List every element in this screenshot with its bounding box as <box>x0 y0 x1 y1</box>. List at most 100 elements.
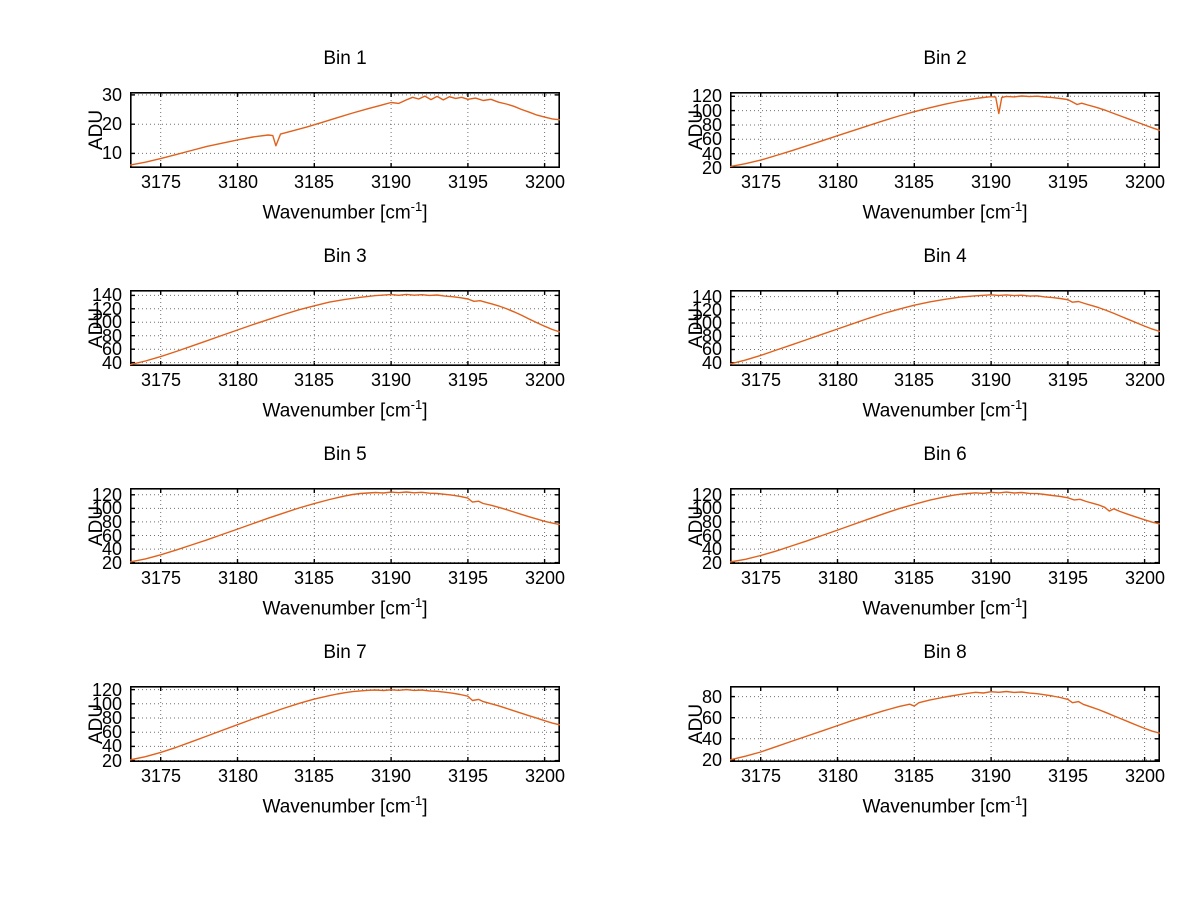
y-tick-label: 60 <box>701 129 722 149</box>
x-tick-label: 3190 <box>370 766 412 786</box>
subplot-title: Bin 4 <box>923 246 967 267</box>
y-tick-label: 20 <box>101 114 122 134</box>
plot-canvas <box>130 488 560 564</box>
y-tick-label: 20 <box>701 553 722 573</box>
x-tick-label: 3185 <box>893 766 935 786</box>
x-tick-label: 3180 <box>817 568 859 588</box>
y-tick-label: 40 <box>701 144 722 164</box>
y-tick-label: 80 <box>101 708 122 728</box>
x-tick-label: 3185 <box>293 370 335 390</box>
x-axis-label-superscript: -1 <box>1010 199 1023 214</box>
y-tick-label: 60 <box>701 339 722 359</box>
y-tick-label: 120 <box>691 485 722 505</box>
x-tick-label: 3175 <box>740 766 782 786</box>
plot-canvas <box>130 92 560 168</box>
x-tick-label: 3175 <box>140 766 182 786</box>
y-tick-label: 100 <box>691 498 722 518</box>
plot-canvas <box>730 92 1160 168</box>
x-axis-label-suffix: ] <box>422 796 428 818</box>
x-tick-label: 3190 <box>970 172 1012 192</box>
y-tick-label: 140 <box>91 285 122 305</box>
subplot-bin-8: Bin 8 ADU 20 40 60 80 3175 3180 3185 3190 3195 3… <box>600 636 1200 834</box>
y-tick-label: 100 <box>691 313 722 333</box>
x-tick-label: 3175 <box>140 172 182 192</box>
x-tick-label: 3195 <box>1047 370 1089 390</box>
x-tick-label: 3200 <box>524 172 566 192</box>
subplot-title: Bin 6 <box>923 444 967 465</box>
x-tick-label: 3200 <box>1124 370 1166 390</box>
y-tick-label: 120 <box>91 299 122 319</box>
x-tick-label: 3175 <box>740 568 782 588</box>
x-axis-label-text: Wavenumber [cm <box>262 400 411 422</box>
plot-canvas <box>130 686 560 762</box>
x-axis-label-suffix: ] <box>1022 202 1028 224</box>
subplot-title: Bin 5 <box>323 444 367 465</box>
y-tick-label: 60 <box>101 722 122 742</box>
y-tick-label: 120 <box>91 485 122 505</box>
subplot-bin-2: Bin 2 ADU 20 40 60 80 100 120 3175 3180 3185 319… <box>600 42 1200 240</box>
x-tick-label: 3195 <box>447 172 489 192</box>
x-axis-label-text: Wavenumber [cm <box>862 796 1011 818</box>
subplot-title: Bin 3 <box>323 246 367 267</box>
subplot-bin-7: Bin 7 ADU 20 40 60 80 100 120 3175 3180 3185 319… <box>0 636 600 834</box>
y-tick-label: 140 <box>691 287 722 307</box>
y-tick-label: 100 <box>691 101 722 121</box>
y-tick-label: 80 <box>101 326 122 346</box>
y-tick-label: 100 <box>91 694 122 714</box>
x-tick-label: 3175 <box>740 172 782 192</box>
x-axis-label-text: Wavenumber [cm <box>262 202 411 224</box>
x-tick-label: 3190 <box>370 568 412 588</box>
y-tick-label: 40 <box>101 353 122 373</box>
plot-canvas <box>730 488 1160 564</box>
subplot-title: Bin 2 <box>923 48 967 69</box>
x-tick-label: 3180 <box>217 568 259 588</box>
x-axis-label: Wavenumber [cm-1] <box>130 397 560 422</box>
x-axis-label-suffix: ] <box>422 598 428 620</box>
subplot-title: Bin 7 <box>323 642 367 663</box>
x-axis-label-text: Wavenumber [cm <box>262 796 411 818</box>
x-axis-label: Wavenumber [cm-1] <box>730 595 1160 620</box>
x-axis-label-superscript: -1 <box>1010 595 1023 610</box>
x-axis-label-text: Wavenumber [cm <box>862 202 1011 224</box>
subplot-bin-5: Bin 5 ADU 20 40 60 80 100 120 3175 3180 3185 319… <box>0 438 600 636</box>
subplot-bin-1: Bin 1 ADU 10 20 30 3175 3180 3185 3190 3195 320… <box>0 42 600 240</box>
y-tick-label: 40 <box>701 353 722 373</box>
x-tick-label: 3180 <box>817 172 859 192</box>
x-tick-label: 3190 <box>970 568 1012 588</box>
x-axis-label: Wavenumber [cm-1] <box>730 199 1160 224</box>
y-tick-label: 60 <box>701 708 722 728</box>
x-tick-label: 3185 <box>293 568 335 588</box>
x-tick-label: 3200 <box>524 568 566 588</box>
x-axis-label-suffix: ] <box>422 202 428 224</box>
y-tick-label: 30 <box>101 85 122 105</box>
x-axis-label-suffix: ] <box>1022 400 1028 422</box>
x-tick-label: 3200 <box>1124 766 1166 786</box>
y-tick-label: 80 <box>101 512 122 532</box>
x-tick-label: 3185 <box>893 172 935 192</box>
subplot-title: Bin 1 <box>323 48 367 69</box>
y-tick-label: 40 <box>701 729 722 749</box>
x-axis-label: Wavenumber [cm-1] <box>130 793 560 818</box>
plot-canvas <box>130 290 560 366</box>
subplot-bin-4: Bin 4 ADU 40 60 80 100 120 140 3175 3180 3185 31… <box>600 240 1200 438</box>
y-tick-label: 60 <box>101 526 122 546</box>
x-axis-label: Wavenumber [cm-1] <box>730 397 1160 422</box>
y-tick-label: 100 <box>91 498 122 518</box>
x-axis-label-suffix: ] <box>1022 796 1028 818</box>
y-tick-label: 80 <box>701 326 722 346</box>
x-tick-label: 3180 <box>817 370 859 390</box>
x-tick-label: 3185 <box>293 172 335 192</box>
x-tick-label: 3195 <box>447 766 489 786</box>
y-tick-label: 120 <box>691 300 722 320</box>
x-tick-label: 3175 <box>740 370 782 390</box>
x-tick-label: 3190 <box>370 172 412 192</box>
x-tick-label: 3190 <box>970 370 1012 390</box>
x-tick-label: 3175 <box>140 370 182 390</box>
y-tick-label: 20 <box>101 751 122 771</box>
x-axis-label-superscript: -1 <box>1010 397 1023 412</box>
x-tick-label: 3195 <box>1047 172 1089 192</box>
x-axis-label-suffix: ] <box>1022 598 1028 620</box>
subplot-bin-3: Bin 3 ADU 40 60 80 100 120 140 3175 3180 3185 31… <box>0 240 600 438</box>
x-axis-label: Wavenumber [cm-1] <box>730 793 1160 818</box>
